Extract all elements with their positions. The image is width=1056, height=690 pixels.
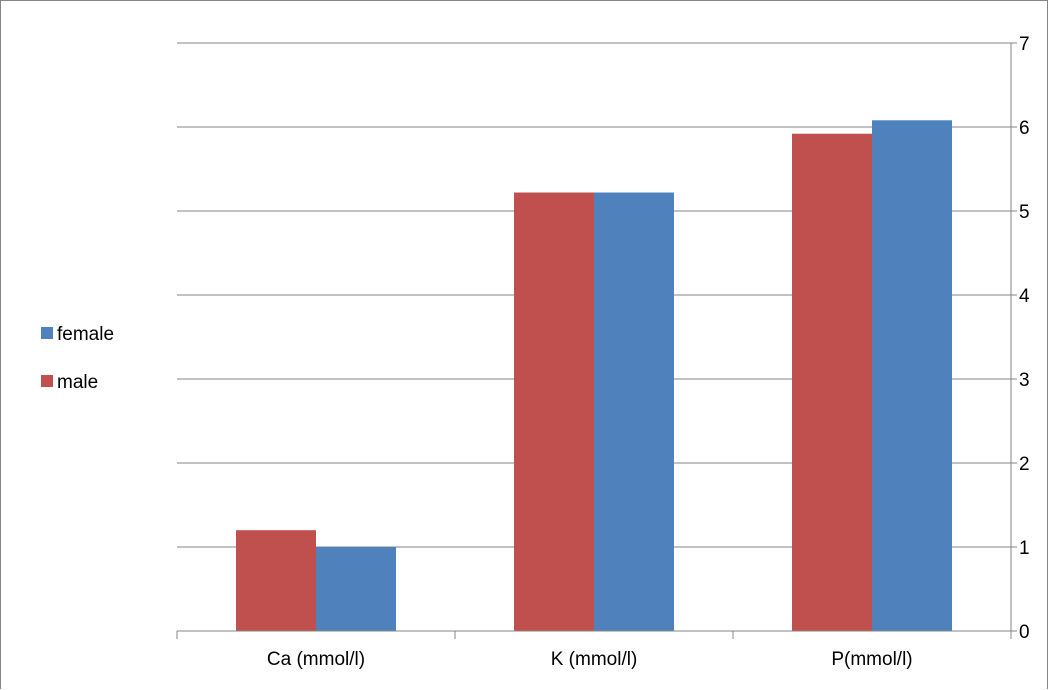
x-tick-label: P(mmol/l) — [831, 649, 912, 670]
bar-female — [594, 192, 674, 631]
y-tick-label: 0 — [1019, 622, 1030, 643]
bar-male — [514, 192, 594, 631]
legend: female male — [41, 324, 114, 393]
bar-male — [792, 133, 872, 631]
x-tick-label: K (mmol/l) — [551, 649, 638, 670]
y-tick-label: 3 — [1019, 370, 1030, 391]
x-tick-label: Ca (mmol/l) — [267, 649, 365, 670]
legend-swatch-female — [41, 327, 53, 339]
bar-male — [236, 530, 316, 631]
bar-female — [316, 547, 396, 631]
legend-swatch-male — [41, 375, 53, 387]
legend-label-male: male — [57, 372, 98, 393]
axes: 0 1 2 3 4 5 6 7 Ca (mmol/l) K (mmol/l) P(mmol/l) — [176, 34, 1030, 670]
legend-label-female: female — [57, 324, 114, 345]
bar-female — [872, 120, 952, 631]
y-tick-label: 2 — [1019, 454, 1030, 475]
y-tick-label: 7 — [1019, 34, 1030, 55]
y-tick-label: 6 — [1019, 118, 1030, 139]
y-tick-label: 5 — [1019, 202, 1030, 223]
bars — [236, 120, 952, 631]
y-tick-label: 1 — [1019, 538, 1030, 559]
y-tick-label: 4 — [1019, 286, 1030, 307]
